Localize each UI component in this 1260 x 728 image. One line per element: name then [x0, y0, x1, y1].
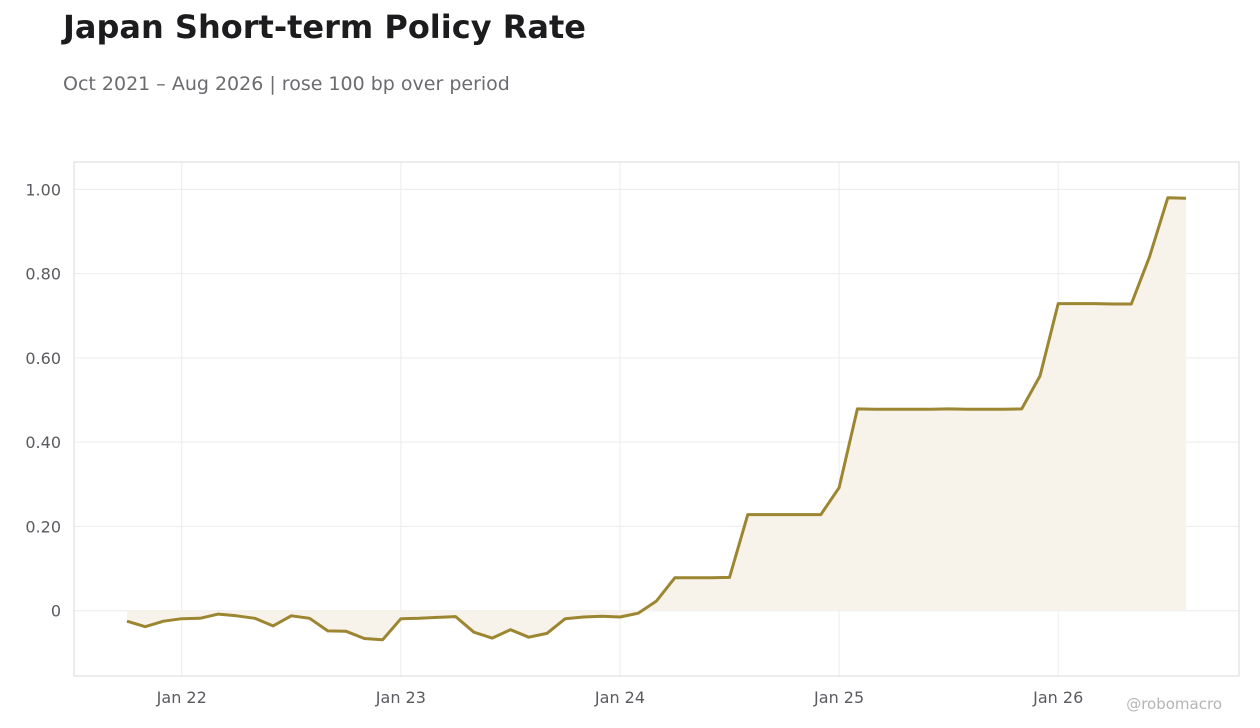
x-axis-ticks: Jan 22 Jan 23 Jan 24 Jan 25 Jan 26 [156, 688, 1084, 707]
x-tick-label: Jan 22 [156, 688, 207, 707]
x-tick-label: Jan 25 [813, 688, 864, 707]
x-tick-label: Jan 23 [375, 688, 426, 707]
y-tick-label: 0 [51, 602, 61, 621]
rate-line [126, 196, 1187, 642]
y-tick-label: 0.40 [25, 433, 61, 452]
plot-frame [73, 161, 1240, 677]
y-axis-ticks: 0 0.20 0.40 0.60 0.80 1.00 [25, 180, 61, 620]
x-tick-label: Jan 26 [1032, 688, 1083, 707]
y-tick-label: 0.20 [25, 517, 61, 536]
watermark: @robomacro [1126, 695, 1222, 713]
y-tick-label: 0.60 [25, 349, 61, 368]
chart-subtitle: Oct 2021 – Aug 2026 | rose 100 bp over p… [63, 73, 510, 95]
x-tick-label: Jan 24 [594, 688, 645, 707]
y-tick-label: 0.80 [25, 265, 61, 284]
y-tick-label: 1.00 [25, 180, 61, 199]
chart-title: Japan Short-term Policy Rate [63, 8, 586, 46]
rate-area-fill [127, 197, 1186, 640]
